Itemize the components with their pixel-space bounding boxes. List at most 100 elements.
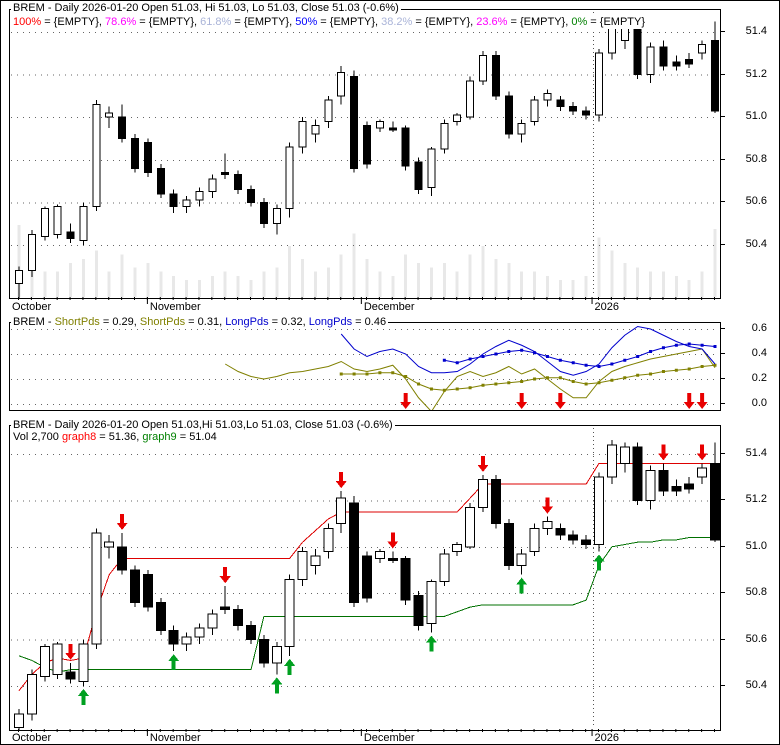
indicator-line-chart[interactable]: [10, 323, 720, 410]
indicator-marker-longpds: [623, 358, 627, 362]
candle-down: [658, 469, 669, 492]
x-axis-label: October: [12, 301, 52, 313]
volume-bar: [429, 267, 433, 297]
candle-up: [285, 146, 294, 210]
indicator-panel-title: BREM - ShortPds = 0.29, ShortPds = 0.31,…: [11, 316, 389, 329]
candle-up: [14, 713, 24, 729]
indicator-marker-longpds: [455, 361, 459, 365]
y-axis-tick: [720, 453, 725, 454]
title-text-part: = {EMPTY},: [136, 16, 201, 28]
price-chart-top-panel: [9, 9, 721, 299]
candle-up: [543, 93, 552, 101]
candlestick-chart-top[interactable]: [10, 10, 720, 298]
indicator-marker-shortpds: [584, 382, 588, 386]
candle-down: [632, 446, 643, 501]
candle-down: [490, 479, 501, 525]
x-axis-label: November: [149, 301, 201, 313]
candle-up: [53, 206, 62, 235]
title-text-part: = {EMPTY},: [507, 16, 572, 28]
y-axis-label: 51.4: [745, 25, 767, 37]
candle-down: [349, 502, 360, 603]
indicator-marker-shortpds: [623, 376, 627, 380]
y-axis-label: 0.4: [751, 347, 767, 359]
title-text-part: 0%: [571, 16, 588, 28]
title-text-part: = {EMPTY},: [317, 16, 382, 28]
candle-up: [427, 148, 436, 188]
candle-up: [27, 233, 36, 272]
candle-down: [66, 231, 75, 240]
buy-arrow-icon: [284, 658, 296, 675]
candle-down: [582, 110, 591, 116]
title-text-part: = {EMPTY},: [41, 16, 106, 28]
candle-up: [374, 550, 385, 559]
volume-bar: [597, 237, 601, 297]
y-axis-label: 50.8: [745, 153, 767, 165]
indicator-marker-shortpds: [378, 371, 382, 375]
y-axis-label: 51.4: [745, 447, 767, 459]
sell-arrow-icon: [683, 393, 695, 409]
candle-down: [362, 555, 372, 599]
candle-down: [581, 539, 592, 545]
volume-bar: [288, 246, 292, 297]
title-text-part: = 0.46: [352, 316, 387, 328]
indicator-marker-longpds: [700, 343, 704, 347]
y-axis-tick: [720, 201, 725, 202]
y-axis-label: 51.2: [745, 493, 767, 505]
candle-down: [246, 625, 256, 641]
volume-bar: [674, 275, 678, 297]
candle-up: [182, 199, 191, 208]
y-axis-tick: [720, 546, 725, 547]
y-axis-tick: [720, 685, 725, 686]
fibonacci-levels-line: 100% = {EMPTY}, 78.6% = {EMPTY}, 61.8% =…: [11, 16, 648, 29]
candle-up: [452, 543, 463, 552]
candle-up: [336, 497, 347, 525]
buy-arrow-icon: [168, 654, 180, 671]
sell-arrow-icon: [657, 444, 669, 461]
candlestick-chart-bottom[interactable]: [10, 426, 720, 730]
volume-bar: [520, 271, 524, 297]
indicator-marker-shortpds: [494, 382, 498, 386]
candle-up: [606, 444, 617, 478]
indicator-marker-shortpds: [352, 372, 356, 376]
indicator-marker-shortpds: [442, 388, 446, 392]
x-axis-label: October: [12, 732, 52, 744]
volume-bar: [404, 254, 408, 297]
volume-bar: [17, 224, 21, 297]
volume-bar: [275, 267, 279, 297]
candle-up: [92, 103, 101, 208]
candle-up: [453, 114, 462, 122]
volume-bar: [649, 271, 653, 297]
title-text-part: 100%: [13, 16, 42, 28]
y-axis-label: 0.2: [751, 372, 767, 384]
candle-down: [131, 137, 139, 169]
candle-down: [142, 574, 153, 608]
x-axis-label: November: [149, 732, 201, 744]
indicator-marker-shortpds: [674, 368, 678, 372]
candle-down: [168, 629, 179, 645]
volume-bar: [210, 275, 214, 297]
candle-down: [220, 606, 231, 610]
candle-down: [633, 25, 642, 76]
candle-down: [555, 527, 566, 536]
title-text-part: = 51.36,: [96, 431, 143, 443]
candle-up: [465, 506, 476, 548]
indicator-marker-shortpds: [545, 376, 549, 380]
volume-bar: [262, 271, 266, 297]
indicator-marker-shortpds: [429, 387, 433, 391]
indicator-marker-shortpds: [520, 380, 524, 383]
sell-arrow-icon: [116, 513, 128, 530]
volume-bar: [172, 275, 176, 297]
candle-down: [400, 557, 411, 601]
title-text-part: = 51.04: [176, 431, 217, 443]
candle-down: [491, 54, 500, 97]
indicator-marker-shortpds: [636, 373, 640, 377]
candle-down: [155, 601, 166, 631]
title-text-part: = 0.32,: [268, 316, 309, 328]
volume-bar: [417, 263, 421, 297]
volume-bar: [43, 271, 47, 297]
buy-arrow-icon: [516, 577, 528, 594]
candle-down: [504, 95, 513, 135]
candle-down: [234, 174, 243, 191]
volume-bar: [661, 271, 665, 297]
